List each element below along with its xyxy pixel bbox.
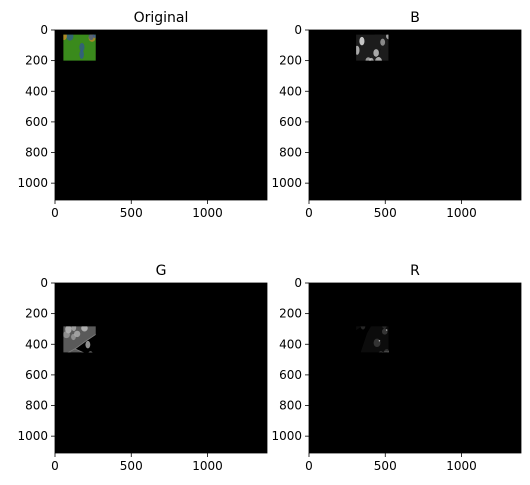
y-tick-label: 400 bbox=[25, 84, 48, 98]
axes-frame bbox=[54, 282, 268, 454]
panel-2: B 0 500 1000 0 200 400 600 800 1000 bbox=[271, 10, 522, 220]
x-tick-label: 1000 bbox=[446, 459, 477, 473]
x-tick-label: 500 bbox=[120, 459, 143, 473]
panel-title: R bbox=[410, 263, 420, 279]
panel-title: B bbox=[410, 10, 420, 26]
y-tick-label: 200 bbox=[279, 54, 302, 68]
y-tick-label: 200 bbox=[279, 307, 302, 321]
y-tick-label: 200 bbox=[25, 54, 48, 68]
y-tick-label: 0 bbox=[40, 23, 48, 37]
y-tick-label: 600 bbox=[25, 368, 48, 382]
panel-1: Original 0 500 1000 0 200 400 600 800 1000 bbox=[17, 10, 268, 220]
cell-layer bbox=[63, 326, 96, 353]
x-tick-label: 1000 bbox=[192, 459, 223, 473]
x-tick-label: 500 bbox=[120, 206, 143, 220]
axes-frame bbox=[54, 29, 268, 201]
x-tick-label: 500 bbox=[374, 459, 397, 473]
panel-title: G bbox=[156, 263, 167, 279]
y-tick-label: 800 bbox=[25, 399, 48, 413]
y-tick-label: 0 bbox=[294, 23, 302, 37]
panel-4: R 0 500 1000 0 200 400 600 800 1000 bbox=[271, 263, 522, 473]
y-tick-label: 400 bbox=[279, 84, 302, 98]
y-tick-label: 600 bbox=[279, 368, 302, 382]
y-tick-label: 1000 bbox=[17, 429, 48, 443]
y-tick-label: 400 bbox=[25, 337, 48, 351]
x-tick-label: 1000 bbox=[446, 206, 477, 220]
panel-title: Original bbox=[134, 10, 189, 26]
y-tick-label: 200 bbox=[25, 307, 48, 321]
panel-3: G 0 500 1000 0 200 400 600 800 1000 bbox=[17, 263, 268, 473]
y-tick-label: 0 bbox=[294, 276, 302, 290]
x-tick-label: 0 bbox=[51, 206, 59, 220]
x-tick-label: 0 bbox=[51, 459, 59, 473]
cell-layer bbox=[63, 34, 96, 61]
y-tick-label: 1000 bbox=[271, 176, 302, 190]
y-tick-label: 0 bbox=[40, 276, 48, 290]
micrograph-image bbox=[309, 283, 521, 453]
x-tick-label: 0 bbox=[305, 459, 313, 473]
y-tick-label: 800 bbox=[25, 146, 48, 160]
y-tick-label: 1000 bbox=[271, 429, 302, 443]
cell-layer bbox=[356, 34, 389, 61]
axes-frame bbox=[308, 29, 522, 201]
y-tick-label: 400 bbox=[279, 337, 302, 351]
y-tick-label: 1000 bbox=[17, 176, 48, 190]
x-tick-label: 1000 bbox=[192, 206, 223, 220]
x-tick-label: 0 bbox=[305, 206, 313, 220]
micrograph-image bbox=[55, 283, 267, 453]
micrograph-image bbox=[309, 30, 521, 200]
x-tick-label: 500 bbox=[374, 206, 397, 220]
axes-frame bbox=[308, 282, 522, 454]
y-tick-label: 800 bbox=[279, 146, 302, 160]
y-tick-label: 600 bbox=[279, 115, 302, 129]
y-tick-label: 800 bbox=[279, 399, 302, 413]
y-tick-label: 600 bbox=[25, 115, 48, 129]
cell-layer bbox=[356, 326, 389, 353]
